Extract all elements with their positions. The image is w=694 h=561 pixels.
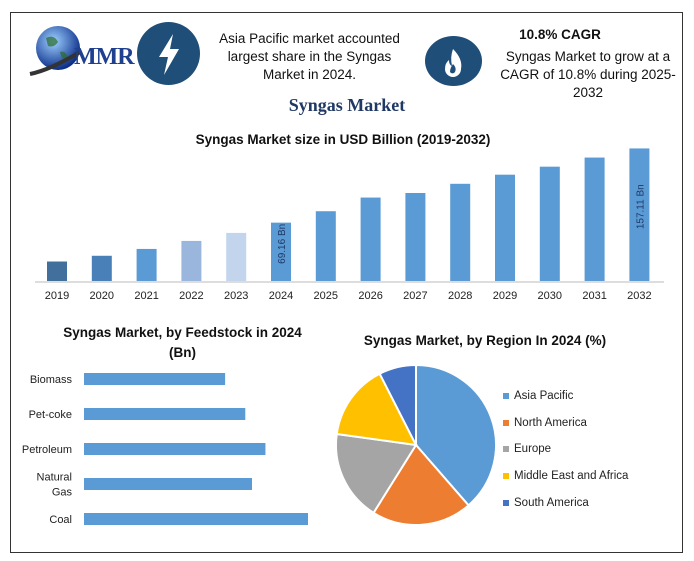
feedstock-bar-chart: Biomass Pet-coke Petroleum Natural Gas Coal [22,373,308,526]
cagr-note: Syngas Market to grow at a CAGR of 10.8%… [500,49,676,100]
legend-swatch [503,499,509,506]
category-label: Natural [37,472,72,484]
legend-label: Middle East and Africa [514,470,629,483]
legend-item: Middle East and Africa [503,470,628,482]
legend-label: Asia Pacific [514,390,574,402]
bar-2026 [360,197,381,281]
legend-swatch [503,473,509,480]
x-tick-label-2025: 2025 [314,290,338,302]
bar-coal [84,513,308,525]
x-tick-label-2023: 2023 [224,290,248,302]
legend-item: North America [503,417,587,429]
x-tick-label-2031: 2031 [582,290,606,302]
flame-icon [425,36,482,86]
category-label: Pet-coke [29,409,72,421]
x-tick-label-2027: 2027 [403,290,427,302]
data-label-2024: 69.16 Bn [277,224,288,264]
pie-slice-asia-pacific [415,363,497,507]
legend-swatch [503,393,509,399]
category-label: Gas [52,487,73,499]
pie-slice-north-america [372,443,470,526]
bar-2028 [450,183,471,281]
bar-2019 [47,261,67,281]
category-label: Coal [49,514,72,526]
data-label-2032: 157.11 Bn [635,184,646,229]
bar-2030 [539,166,560,281]
bar-2020 [91,255,112,281]
bar-2027 [405,192,426,281]
pie-slice-south-america [378,363,417,446]
x-tick-label-2020: 2020 [90,290,114,302]
legend-swatch [503,446,509,453]
x-tick-label-2029: 2029 [493,290,517,302]
legend-label: Europe [514,443,552,456]
page-title: Syngas Market [288,95,406,115]
x-tick-label-2022: 2022 [179,290,203,302]
x-tick-label-2032: 2032 [627,290,651,302]
legend-item: Europe [503,443,551,455]
region-share-note: Asia Pacific market accounted largest sh… [219,31,400,82]
legend-item: Asia Pacific [503,390,573,402]
x-tick-label-2021: 2021 [134,290,158,302]
bar-2024 [271,222,291,281]
legend-swatch [503,419,509,426]
bar-petroleum [84,443,266,455]
bar-2031 [584,157,605,281]
bar-2032 [629,148,650,281]
cagr-title: 10.8% CAGR [519,27,601,42]
x-tick-label-2026: 2026 [358,290,382,302]
region-pie-chart [335,363,497,526]
bar-natural-gas [84,478,252,490]
x-tick-label-2019: 2019 [45,290,69,302]
feedstock-chart-unit: (Bn) [169,345,196,360]
market-size-bar-chart: 2019 2020 2021 2022 2023 2024 69.16 Bn 2025 2026… [35,148,664,302]
lightning-bolt-icon [137,22,200,85]
x-tick-label-2024: 2024 [269,290,293,302]
pie-slice-middle-east-and-africa [335,372,418,447]
bar-2022 [181,240,202,281]
legend-label: South America [514,496,589,509]
frame-border [10,12,683,553]
bar-pet-coke [84,408,246,420]
pie-slice-europe [335,432,418,515]
x-tick-label-2030: 2030 [538,290,562,302]
pie-chart-title: Syngas Market, by Region In 2024 (%) [363,333,607,348]
bar-2025 [315,211,336,281]
bar-2029 [495,174,515,281]
legend-label: North America [514,416,587,429]
bar-chart-title: Syngas Market size in USD Billion (2019-… [195,132,491,147]
feedstock-chart-title: Syngas Market, by Feedstock in 2024 [63,325,302,340]
bar-biomass [84,373,226,385]
x-tick-label-2028: 2028 [448,290,472,302]
bar-2023 [226,232,247,281]
category-label: Biomass [30,374,73,386]
category-label: Petroleum [22,444,72,456]
bar-2021 [136,248,157,281]
globe-logo-icon [29,26,82,76]
logo-text: MMR [74,44,135,70]
legend-item: South America [503,497,589,509]
